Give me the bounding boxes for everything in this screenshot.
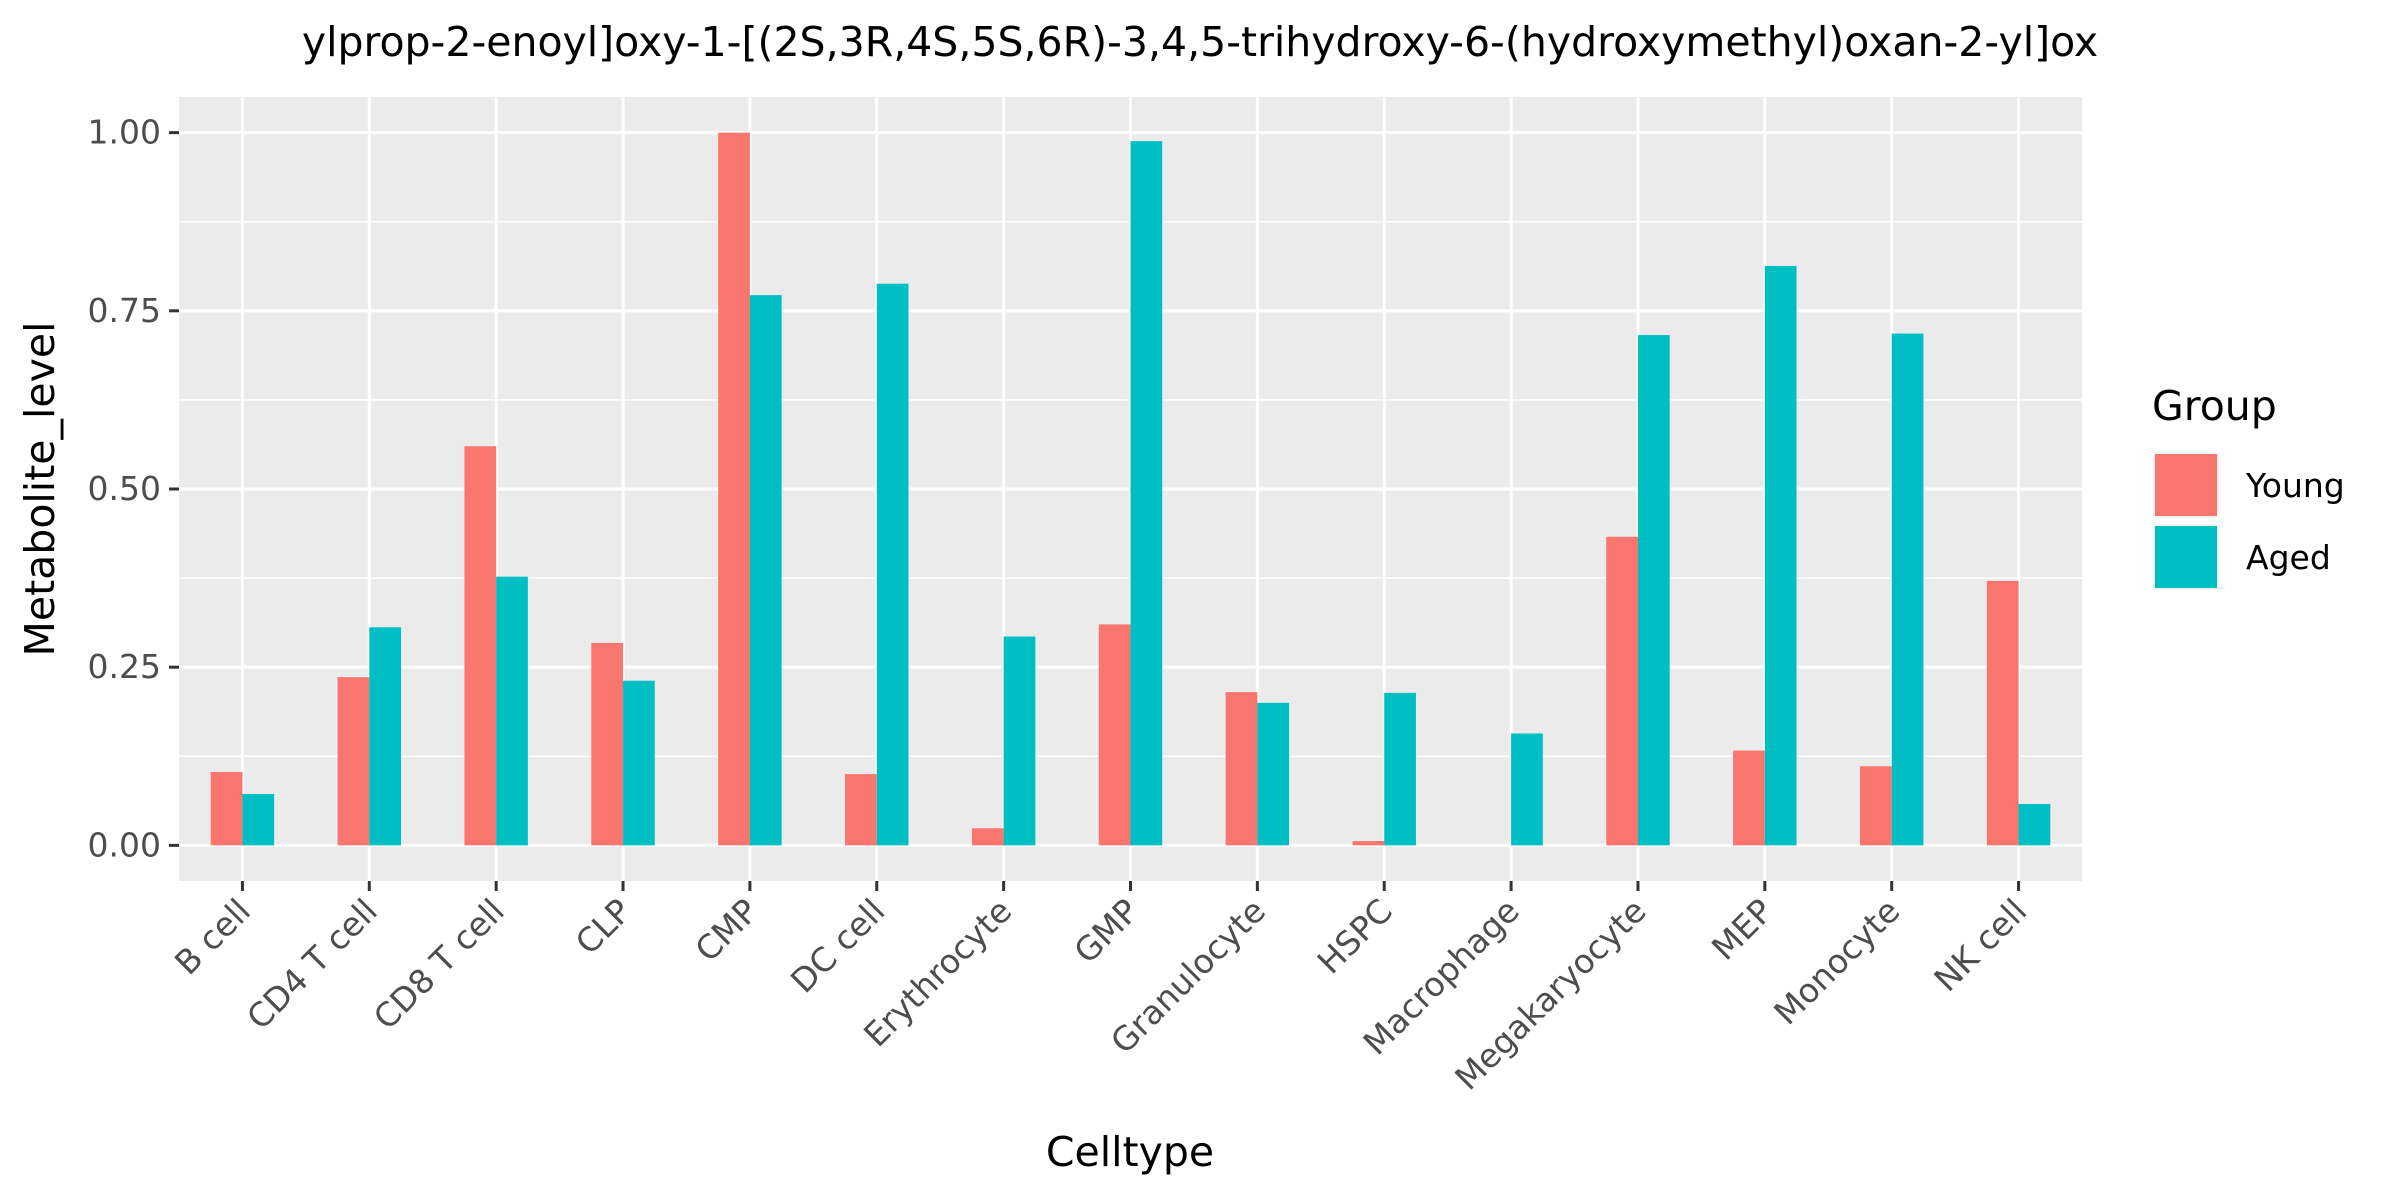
x-axis-title: Celltype — [1046, 1128, 1214, 1176]
legend-title: Group — [2152, 382, 2277, 430]
bar-aged-megakaryocyte — [1637, 335, 1670, 846]
legend-key-young — [2155, 454, 2217, 516]
bar-young-granulocyte — [1225, 692, 1258, 846]
bar-young-mep — [1733, 750, 1765, 846]
x-tick-label: NK cell — [1926, 891, 2034, 999]
x-tick-label: CD4 T cell — [239, 891, 385, 1037]
x-tick-label: GMP — [1066, 891, 1146, 971]
bar-aged-clp — [623, 680, 655, 846]
y-tick-label: 0.50 — [88, 469, 161, 508]
y-tick-label: 0.75 — [88, 291, 161, 330]
x-tick-label: MEP — [1704, 891, 1781, 968]
bar-aged-gmp — [1130, 141, 1163, 846]
bar-aged-cd4-t-cell — [369, 627, 402, 846]
bar-aged-macrophage — [1511, 733, 1543, 846]
bar-aged-cmp — [749, 295, 782, 846]
bar-young-cd4-t-cell — [337, 677, 370, 846]
legend-label-young: Young — [2245, 466, 2345, 505]
bar-young-cmp — [718, 132, 750, 846]
x-tick-label: CMP — [687, 891, 765, 969]
x-tick-label: HSPC — [1310, 891, 1400, 981]
bar-aged-monocyte — [1891, 333, 1924, 846]
y-tick-label: 0.25 — [88, 647, 161, 686]
bar-young-gmp — [1098, 624, 1131, 846]
y-axis: 0.00 0.25 0.50 0.75 1.00 — [88, 113, 179, 864]
legend-key-aged — [2155, 526, 2217, 588]
bar-aged-granulocyte — [1257, 702, 1290, 846]
y-tick-label: 1.00 — [88, 113, 161, 152]
bar-aged-cd8-t-cell — [496, 576, 528, 846]
bar-young-dc-cell — [845, 774, 877, 846]
y-axis-title: Metabolite_level — [16, 322, 64, 657]
y-tick-label: 0.00 — [88, 825, 161, 864]
chart-title: ylprop-2-enoyl]oxy-1-[(2S,3R,4S,5S,6R)-3… — [302, 18, 2098, 66]
x-tick-label: B cell — [167, 891, 258, 982]
bar-aged-dc-cell — [876, 283, 909, 846]
legend-label-aged: Aged — [2246, 538, 2331, 577]
bar-young-erythrocyte — [971, 828, 1004, 846]
bar-aged-hspc — [1384, 692, 1416, 846]
bar-aged-erythrocyte — [1003, 636, 1036, 846]
x-tick-label: CLP — [568, 891, 639, 962]
bar-young-hspc — [1352, 841, 1385, 846]
bar-aged-b-cell — [242, 794, 275, 846]
bars — [210, 132, 2051, 846]
legend: Group Young Aged — [2152, 382, 2345, 590]
bar-aged-nk-cell — [2018, 804, 2051, 846]
bar-young-monocyte — [1859, 766, 1892, 846]
bar-young-cd8-t-cell — [464, 446, 497, 846]
bar-young-nk-cell — [1986, 580, 2019, 846]
x-tick-label: CD8 T cell — [366, 891, 512, 1037]
bar-aged-mep — [1764, 265, 1797, 846]
bar-young-megakaryocyte — [1606, 536, 1638, 846]
x-tick-label: Monocyte — [1766, 891, 1907, 1032]
bar-young-b-cell — [210, 771, 243, 846]
bar-young-clp — [591, 642, 624, 846]
x-tick-label: DC cell — [783, 891, 892, 1000]
